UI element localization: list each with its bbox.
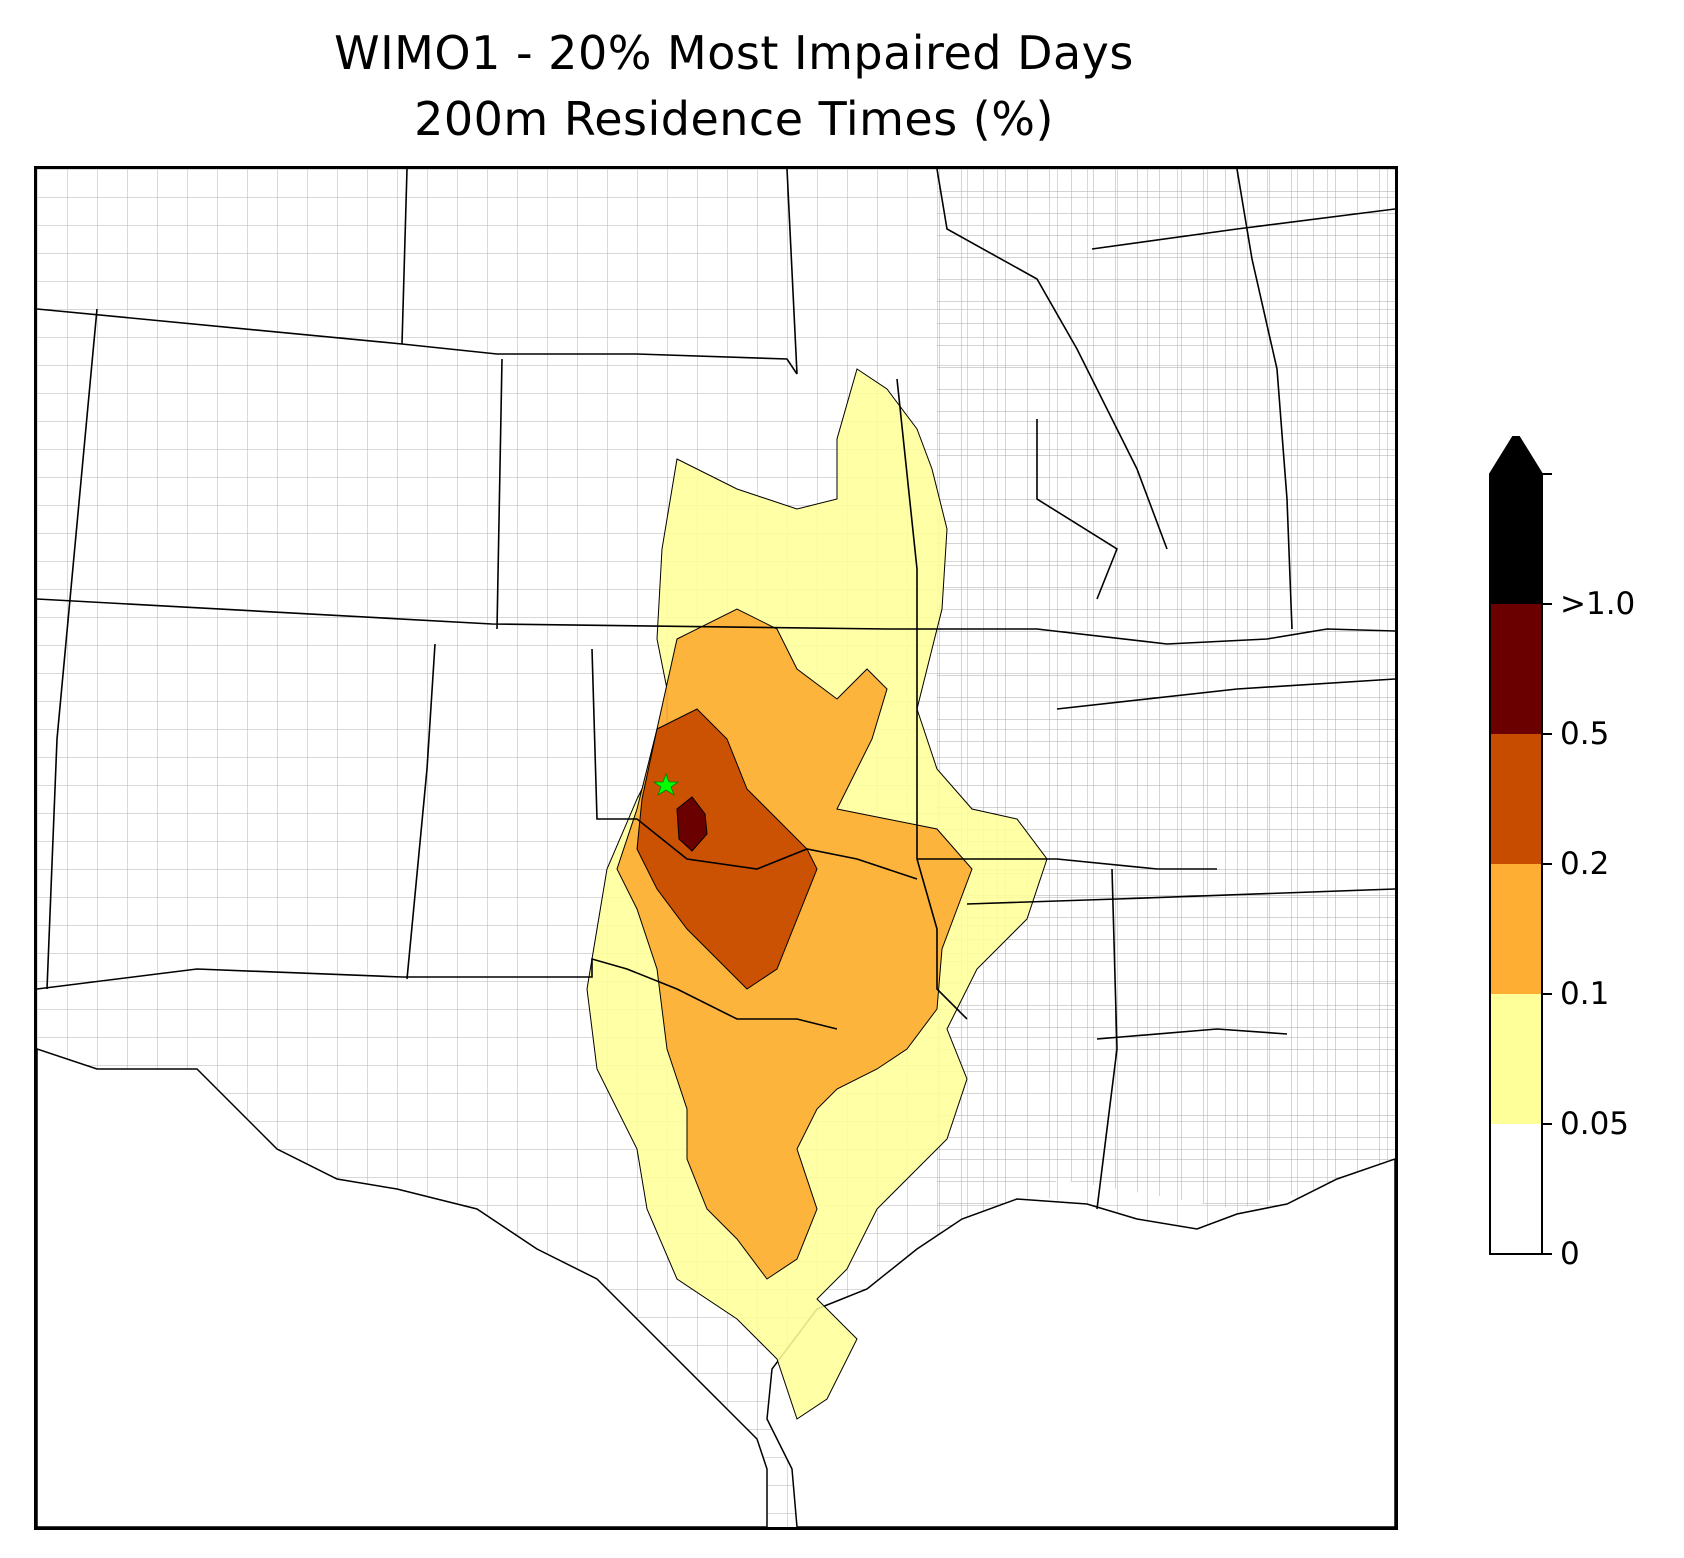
state-borders: [37, 169, 1395, 1210]
colorbar-tick-label: 0: [1560, 1236, 1580, 1272]
colorbar-canvas: [1489, 430, 1552, 1255]
map-title-line-1: WIMO1 - 20% Most Impaired Days: [334, 26, 1134, 80]
map-title-line-2: 200m Residence Times (%): [414, 92, 1054, 146]
colorbar-segment: [1490, 604, 1542, 734]
contour-0.5: [676, 796, 708, 852]
monitoring-site-marker: [652, 772, 680, 796]
colorbar-segment: [1490, 1124, 1542, 1254]
colorbar-tick-label: >1.0: [1560, 586, 1636, 622]
colorbar-segment: [1490, 432, 1542, 604]
contour-0.2: [636, 708, 818, 990]
colorbar-tick-label: 0.2: [1560, 846, 1610, 882]
colorbar-tick-label: 0.05: [1560, 1106, 1630, 1142]
colorbar-segment: [1490, 994, 1542, 1124]
colorbar: [1480, 430, 1580, 1266]
residence-time-contours: [586, 368, 1048, 1420]
colorbar-outline: [1489, 430, 1543, 1255]
colorbar-segment: [1490, 864, 1542, 994]
mexico-region: [37, 1048, 768, 1527]
gulf-of-mexico: [766, 1158, 1395, 1527]
map-panel: [34, 166, 1398, 1530]
colorbar-tick-label: 0.1: [1560, 976, 1610, 1012]
map-canvas: [37, 169, 1395, 1527]
colorbar-tick-label: 0.5: [1560, 716, 1610, 752]
colorbar-segment: [1490, 734, 1542, 864]
